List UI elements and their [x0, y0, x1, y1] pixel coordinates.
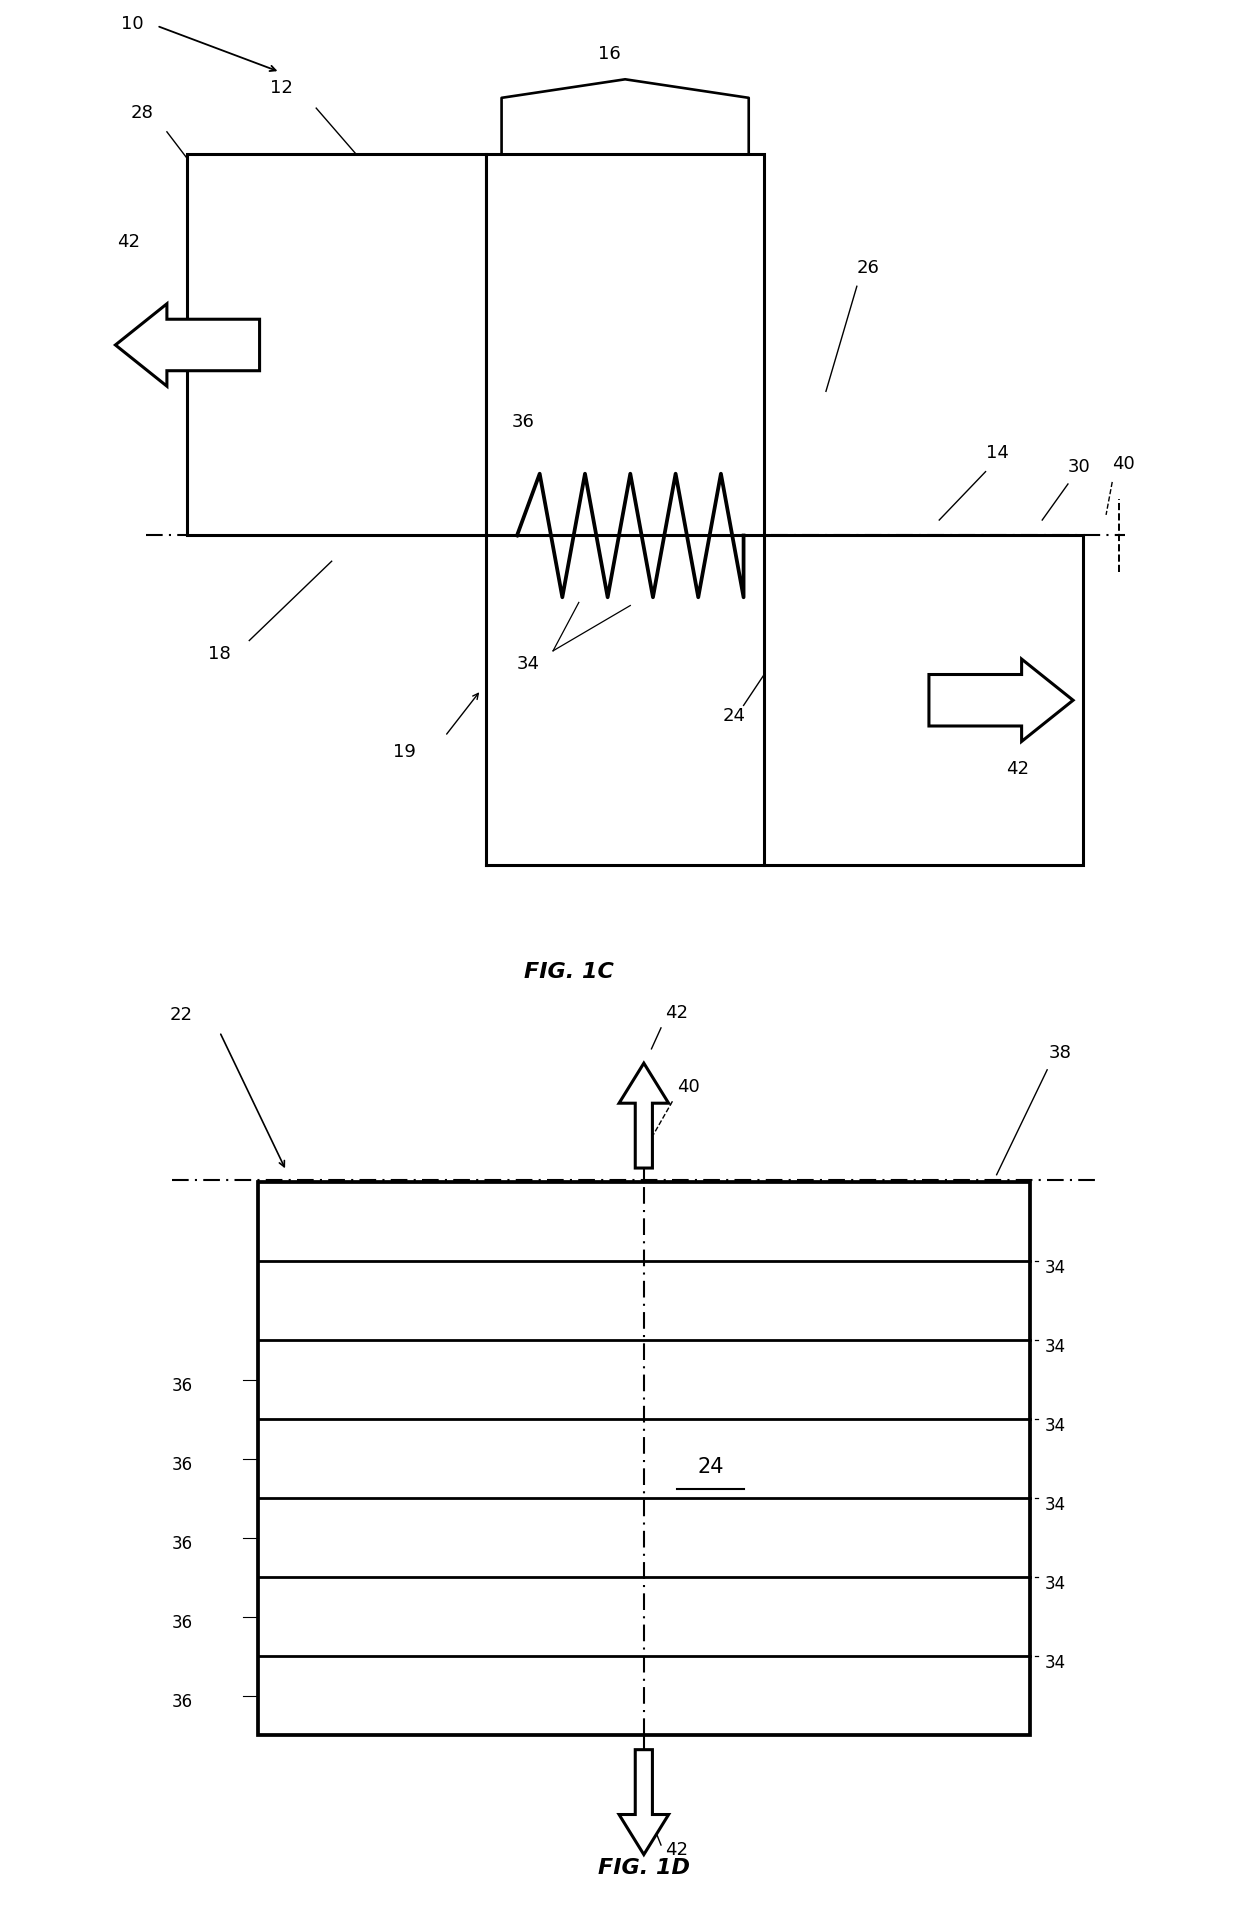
FancyArrow shape: [115, 303, 259, 385]
Text: 14: 14: [986, 444, 1008, 461]
Text: 26: 26: [857, 259, 879, 277]
Text: 34: 34: [1044, 1653, 1065, 1672]
Text: 38: 38: [1049, 1045, 1071, 1062]
Text: 42: 42: [665, 1840, 688, 1859]
Text: 10: 10: [120, 15, 143, 32]
Text: 28: 28: [131, 105, 154, 122]
Text: 36: 36: [172, 1377, 193, 1396]
Text: 36: 36: [172, 1535, 193, 1554]
Text: 40: 40: [677, 1077, 699, 1097]
Text: 24: 24: [697, 1457, 724, 1478]
FancyArrow shape: [929, 660, 1073, 742]
FancyArrow shape: [619, 1751, 668, 1854]
Bar: [764, 536, 1084, 866]
Text: FIG. 1D: FIG. 1D: [598, 1857, 689, 1878]
Text: 42: 42: [1006, 761, 1029, 778]
Text: 42: 42: [118, 233, 140, 252]
Text: 34: 34: [1044, 1495, 1065, 1514]
Bar: [258, 1182, 1030, 1735]
Text: 18: 18: [208, 645, 231, 664]
Bar: [187, 154, 486, 536]
Text: 34: 34: [1044, 1417, 1065, 1434]
Text: 36: 36: [512, 414, 534, 431]
Text: 36: 36: [172, 1457, 193, 1474]
Text: 16: 16: [599, 44, 621, 63]
Text: 19: 19: [393, 744, 417, 761]
Text: 24: 24: [723, 707, 746, 725]
Text: 30: 30: [1068, 458, 1091, 475]
Text: 36: 36: [172, 1615, 193, 1632]
Text: 22: 22: [170, 1007, 193, 1024]
Text: 40: 40: [1112, 454, 1135, 473]
Text: 36: 36: [172, 1693, 193, 1711]
Bar: [486, 154, 764, 536]
Text: 42: 42: [665, 1005, 688, 1022]
Text: FIG. 1C: FIG. 1C: [523, 963, 614, 982]
Text: 34: 34: [517, 656, 541, 673]
Text: 34: 34: [1044, 1339, 1065, 1356]
Text: 34: 34: [1044, 1575, 1065, 1592]
FancyArrow shape: [619, 1062, 668, 1167]
Text: 34: 34: [1044, 1259, 1065, 1278]
Text: 12: 12: [270, 78, 293, 97]
